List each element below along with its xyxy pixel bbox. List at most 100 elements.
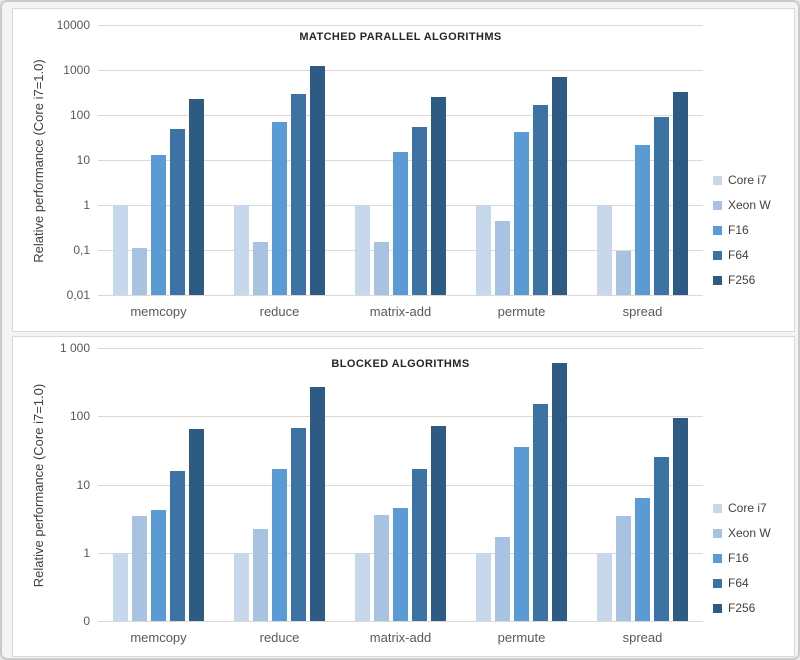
legend-label: F256	[728, 601, 756, 615]
bar-xeon-w	[616, 251, 631, 295]
legend-item: Xeon W	[713, 198, 771, 212]
category-label: memcopy	[130, 304, 187, 319]
y-tick-label: 10	[76, 477, 90, 492]
bar-f64	[291, 427, 306, 621]
bar-xeon-w	[253, 242, 268, 295]
bar-f16	[514, 131, 529, 295]
plot-area: 10000 1000 100 10 1 0,1 0,01 memcopy reduce matri…	[57, 18, 703, 319]
bar-core-i7	[476, 552, 491, 621]
bar-xeon-w	[495, 220, 510, 295]
legend-item: Xeon W	[713, 526, 771, 540]
gridline	[98, 25, 703, 26]
legend-label: Core i7	[728, 173, 767, 187]
y-tick-label: 0,01	[66, 288, 90, 302]
bar-f256	[189, 429, 204, 621]
bar-xeon-w	[616, 515, 631, 621]
bar-f64	[412, 468, 427, 621]
legend-label: Xeon W	[728, 526, 771, 540]
bar-xeon-w	[495, 537, 510, 621]
category-label: spread	[622, 630, 663, 645]
legend-item: F256	[713, 273, 771, 287]
legend-swatch-icon	[713, 528, 722, 538]
bar-f16	[514, 446, 529, 621]
legend-label: F64	[728, 576, 749, 590]
y-tick-label: 10	[76, 153, 90, 167]
bar-f64	[654, 457, 669, 621]
gridline	[98, 295, 703, 296]
bar-group	[340, 348, 461, 621]
bar-core-i7	[597, 552, 612, 621]
gridline	[98, 416, 703, 418]
bar-group	[582, 25, 703, 295]
bar-f16	[393, 508, 408, 621]
legend-swatch-icon	[713, 578, 722, 588]
y-tick-label: 0	[83, 614, 90, 628]
y-tick-label: 1	[83, 198, 90, 212]
bar-f64	[170, 128, 185, 295]
legend-item: F256	[713, 601, 771, 615]
bar-group	[219, 25, 340, 295]
category-label: reduce	[259, 630, 300, 645]
bar-f256	[431, 426, 446, 621]
category-label: memcopy	[130, 630, 187, 645]
bar-f16	[272, 468, 287, 621]
chart-title: BLOCKED ALGORITHMS	[331, 358, 470, 370]
legend-label: F16	[728, 223, 749, 237]
bar-group	[219, 348, 340, 621]
bar-f256	[310, 386, 325, 621]
bar-core-i7	[355, 205, 370, 295]
legend-item: F16	[713, 223, 771, 237]
gridline	[98, 348, 703, 349]
legend-label: F16	[728, 551, 749, 565]
category-label: permute	[497, 630, 546, 645]
legend-item: Core i7	[713, 173, 771, 187]
legend-swatch-icon	[713, 553, 722, 563]
bar-f256	[310, 66, 325, 295]
category-label: matrix-add	[369, 630, 432, 645]
y-tick-label: 1 000	[59, 341, 90, 355]
bar-xeon-w	[132, 248, 147, 295]
bar-f256	[673, 91, 688, 295]
bar-f16	[151, 509, 166, 621]
gridline	[98, 115, 703, 116]
legend-swatch-icon	[713, 225, 722, 235]
category-label: permute	[497, 304, 546, 319]
chart-panel-blocked: Relative performance (Core i7=1.0) BLOCK…	[12, 336, 795, 657]
legend: Core i7 Xeon W F16 F64 F256	[713, 501, 771, 626]
legend-swatch-icon	[713, 503, 722, 513]
bar-f64	[170, 470, 185, 621]
legend-label: Core i7	[728, 501, 767, 515]
y-tick-label: 1	[83, 545, 90, 560]
bar-f64	[533, 105, 548, 295]
gridline	[98, 70, 703, 71]
bar-core-i7	[113, 552, 128, 621]
legend-label: F256	[728, 273, 756, 287]
category-label: reduce	[259, 304, 300, 319]
bar-f64	[533, 404, 548, 621]
y-tick-label: 1000	[63, 63, 90, 77]
legend-swatch-icon	[713, 603, 722, 613]
bar-group	[98, 25, 219, 295]
y-tick-label: 100	[69, 409, 90, 424]
bar-core-i7	[234, 205, 249, 295]
bar-f16	[635, 498, 650, 621]
bar-f64	[412, 126, 427, 295]
bar-group	[340, 25, 461, 295]
y-tick-label: 10000	[56, 18, 90, 32]
bar-f256	[431, 97, 446, 295]
category-label: spread	[622, 304, 663, 319]
legend: Core i7 Xeon W F16 F64 F256	[713, 173, 771, 298]
bar-f16	[635, 144, 650, 295]
bar-core-i7	[234, 552, 249, 621]
bar-core-i7	[476, 205, 491, 295]
chart-panel-matched-parallel: Relative performance (Core i7=1.0) MATCH…	[12, 8, 795, 332]
bar-xeon-w	[374, 514, 389, 621]
legend-swatch-icon	[713, 175, 722, 185]
bar-group	[461, 348, 582, 621]
legend-swatch-icon	[713, 275, 722, 285]
legend-label: Xeon W	[728, 198, 771, 212]
bar-f16	[272, 121, 287, 295]
y-axis-title: Relative performance (Core i7=1.0)	[31, 383, 46, 588]
bar-core-i7	[597, 205, 612, 295]
